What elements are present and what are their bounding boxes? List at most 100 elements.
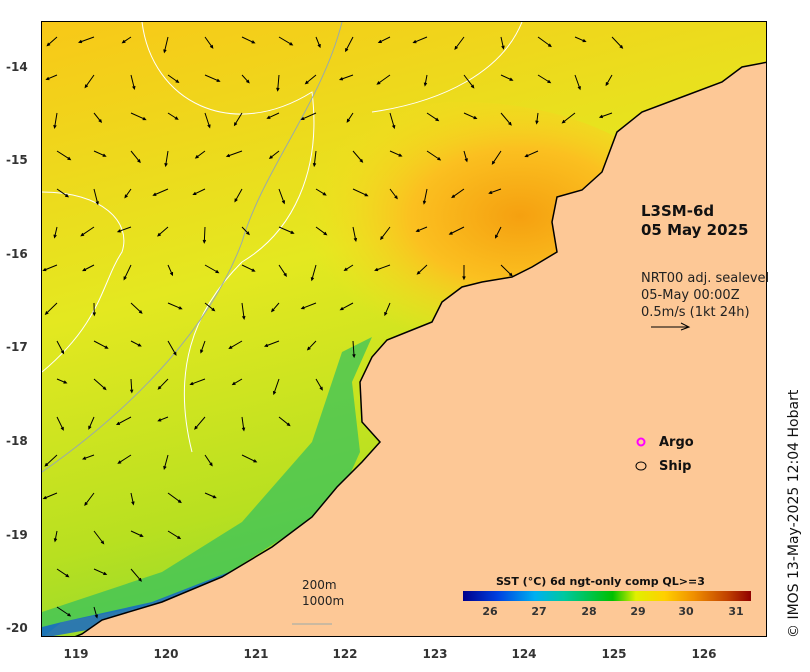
current-arrow-icon [56,416,64,431]
current-arrow-icon [130,530,144,537]
y-tick: -16 [6,247,28,261]
y-tick: -15 [6,153,28,167]
current-arrow-icon [605,74,613,87]
current-arrow-icon [278,416,291,427]
current-arrow-icon [463,112,478,120]
current-arrow-icon [561,112,576,124]
current-arrow-icon [537,74,552,84]
y-tick: -20 [6,621,28,635]
legend-argo: Argo [659,435,694,450]
current-arrow-icon [231,378,243,386]
current-arrow-icon [278,226,295,234]
sst-map[interactable] [41,21,767,637]
current-arrow-icon [315,226,328,236]
land-mass [74,61,766,636]
current-arrow-icon [53,226,58,239]
current-arrow-icon [167,74,180,84]
current-arrow-icon [88,416,95,430]
current-arrow-icon [56,568,70,578]
current-arrow-icon [157,378,169,390]
current-arrow-icon [389,188,398,200]
current-arrow-icon [93,530,105,545]
current-arrow-icon [194,416,206,430]
current-arrow-icon [117,454,132,464]
current-arrow-icon [241,302,246,320]
current-arrow-icon [266,112,280,119]
current-arrow-icon [304,74,317,85]
velocity-source: NRT00 adj. sealevel [641,271,770,286]
current-arrow-icon [241,74,250,84]
map-canvas [42,22,766,636]
current-arrow-icon [115,416,132,426]
contour-1000m-c [371,22,523,113]
sst-colorbar [463,591,751,601]
current-arrow-icon [574,36,587,43]
current-arrow-icon [270,302,280,313]
current-arrow-icon [412,36,428,44]
current-arrow-icon [44,302,58,315]
x-tick: 125 [601,647,627,661]
current-arrow-icon [352,226,358,243]
current-arrow-icon [315,378,323,391]
current-arrow-icon [263,340,280,347]
legend-ship: Ship [659,459,692,474]
current-arrow-icon [377,36,391,44]
current-arrow-icon [448,226,465,235]
current-arrow-icon [130,112,147,121]
current-arrow-icon [384,302,391,317]
colorbar-label: 29 [630,605,646,618]
current-arrow-icon [454,36,465,50]
contour-1000m [42,191,125,373]
current-arrow-icon [152,188,169,196]
current-arrow-icon [164,150,169,168]
current-arrow-icon [93,378,107,391]
colorbar-title: SST (°C) 6d ngt-only comp QL>=3 [496,575,705,588]
current-arrow-icon [423,74,428,87]
x-tick: 124 [511,647,537,661]
x-tick: 122 [332,647,358,661]
x-tick: 126 [691,647,717,661]
current-arrow-icon [234,188,243,203]
y-tick: -19 [6,528,28,542]
velocity-time: 05-May 00:00Z [641,288,740,303]
current-arrow-icon [202,226,207,244]
current-arrow-icon [374,264,391,272]
current-arrow-icon [500,264,513,277]
current-arrow-icon [315,188,327,196]
x-tick: 123 [422,647,448,661]
current-arrow-icon [130,74,136,91]
current-arrow-icon [315,36,321,49]
current-arrow-icon [416,264,428,275]
current-arrow-icon [278,188,286,205]
current-arrow-icon [53,530,58,543]
current-arrow-icon [42,492,58,500]
current-arrow-icon [389,112,396,130]
colorbar-label: 28 [581,605,597,618]
current-arrow-icon [241,416,246,432]
current-arrow-icon [78,36,95,44]
current-arrow-icon [491,150,502,165]
current-arrow-icon [157,416,169,422]
current-arrow-icon [352,340,356,359]
current-arrow-icon [130,568,142,582]
current-arrow-icon [56,188,70,198]
map-title: L3SM-6d 05 May 2025 [641,202,748,240]
current-arrow-icon [462,264,466,281]
current-arrow-icon [130,150,141,164]
current-arrow-icon [44,454,58,467]
current-arrow-icon [233,112,243,127]
current-arrow-icon [157,226,169,237]
coastal-cold-band [42,512,332,636]
current-arrow-icon [204,112,211,129]
current-arrow-icon [167,340,177,356]
contour-1000m-b [141,22,315,453]
current-arrow-icon [345,36,354,53]
current-arrow-icon [167,112,179,120]
current-arrow-icon [204,454,213,467]
current-arrow-icon [204,74,221,82]
current-arrow-icon [352,188,369,197]
current-arrow-icon [488,188,502,194]
current-arrow-icon [278,36,294,46]
current-arrow-icon [500,74,514,81]
current-arrow-icon [163,454,169,471]
